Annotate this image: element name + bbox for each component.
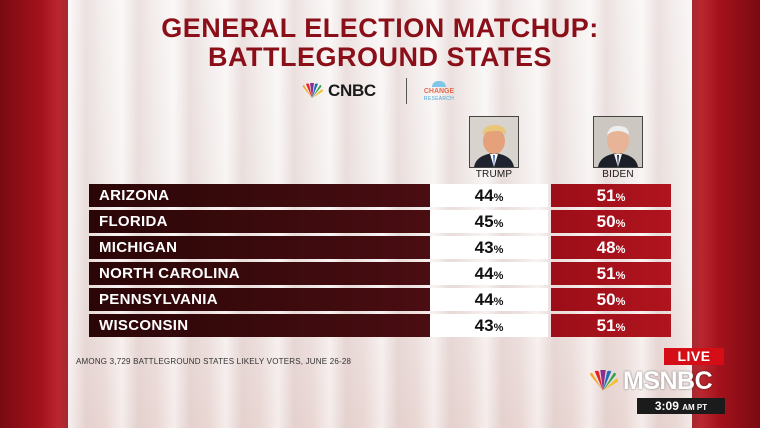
table-row: ARIZONA 44% 51%: [89, 184, 671, 207]
candidate-name-trump: TRUMP: [475, 169, 513, 180]
table-row: PENNSYLVANIA 44% 50%: [89, 288, 671, 311]
trump-value: 43%: [430, 314, 548, 337]
biden-value: 51%: [551, 314, 671, 337]
trump-value: 44%: [430, 184, 548, 207]
biden-value: 48%: [551, 236, 671, 259]
logo-divider: [406, 78, 407, 104]
table-row: WISCONSIN 43% 51%: [89, 314, 671, 337]
state-label: WISCONSIN: [89, 314, 430, 337]
clock-time: 3:09: [654, 399, 679, 413]
biden-portrait-icon: [594, 117, 642, 167]
candidate-biden: BIDEN: [588, 116, 648, 180]
state-label: NORTH CAROLINA: [89, 262, 430, 285]
biden-value: 51%: [551, 184, 671, 207]
change-research-logo: CHANGE RESEARCH: [416, 78, 462, 104]
sponsor-logos: CNBC CHANGE RESEARCH: [0, 78, 760, 104]
trump-value: 44%: [430, 262, 548, 285]
biden-value: 50%: [551, 288, 671, 311]
state-label: MICHIGAN: [89, 236, 430, 259]
state-label: FLORIDA: [89, 210, 430, 233]
table-row: NORTH CAROLINA 44% 51%: [89, 262, 671, 285]
left-red-edge: [0, 0, 68, 428]
biden-photo: [593, 116, 643, 168]
change-research-line2: RESEARCH: [423, 95, 455, 102]
results-table: ARIZONA 44% 51% FLORIDA 45% 50% MICHIGAN…: [89, 184, 671, 340]
state-label: ARIZONA: [89, 184, 430, 207]
broadcast-clock: 3:09 AM PT: [637, 398, 725, 414]
candidate-name-biden: BIDEN: [602, 169, 634, 180]
clock-ampm: AM PT: [682, 403, 708, 412]
state-label: PENNSYLVANIA: [89, 288, 430, 311]
title-line-1: GENERAL ELECTION MATCHUP:: [161, 13, 599, 43]
table-row: FLORIDA 45% 50%: [89, 210, 671, 233]
title-line-2: BATTLEGROUND STATES: [208, 42, 552, 72]
graphic-title: GENERAL ELECTION MATCHUP: BATTLEGROUND S…: [68, 14, 692, 72]
candidate-trump: TRUMP: [464, 116, 524, 180]
trump-value: 45%: [430, 210, 548, 233]
peacock-icon: [302, 83, 323, 98]
change-research-icon: [432, 80, 446, 87]
trump-value: 43%: [430, 236, 548, 259]
table-row: MICHIGAN 43% 48%: [89, 236, 671, 259]
biden-value: 51%: [551, 262, 671, 285]
cnbc-wordmark: CNBC: [328, 81, 376, 100]
change-research-line1: CHANGE: [423, 87, 455, 95]
poll-footnote: AMONG 3,729 BATTLEGROUND STATES LIKELY V…: [76, 357, 352, 366]
biden-value: 50%: [551, 210, 671, 233]
msnbc-logo: MSNBC: [586, 366, 713, 395]
msnbc-peacock-icon: [590, 370, 619, 391]
trump-portrait-icon: [470, 117, 518, 167]
msnbc-wordmark: MSNBC: [623, 366, 713, 395]
cnbc-logo: CNBC: [300, 81, 376, 101]
trump-value: 44%: [430, 288, 548, 311]
live-badge: LIVE: [664, 348, 724, 365]
trump-photo: [469, 116, 519, 168]
